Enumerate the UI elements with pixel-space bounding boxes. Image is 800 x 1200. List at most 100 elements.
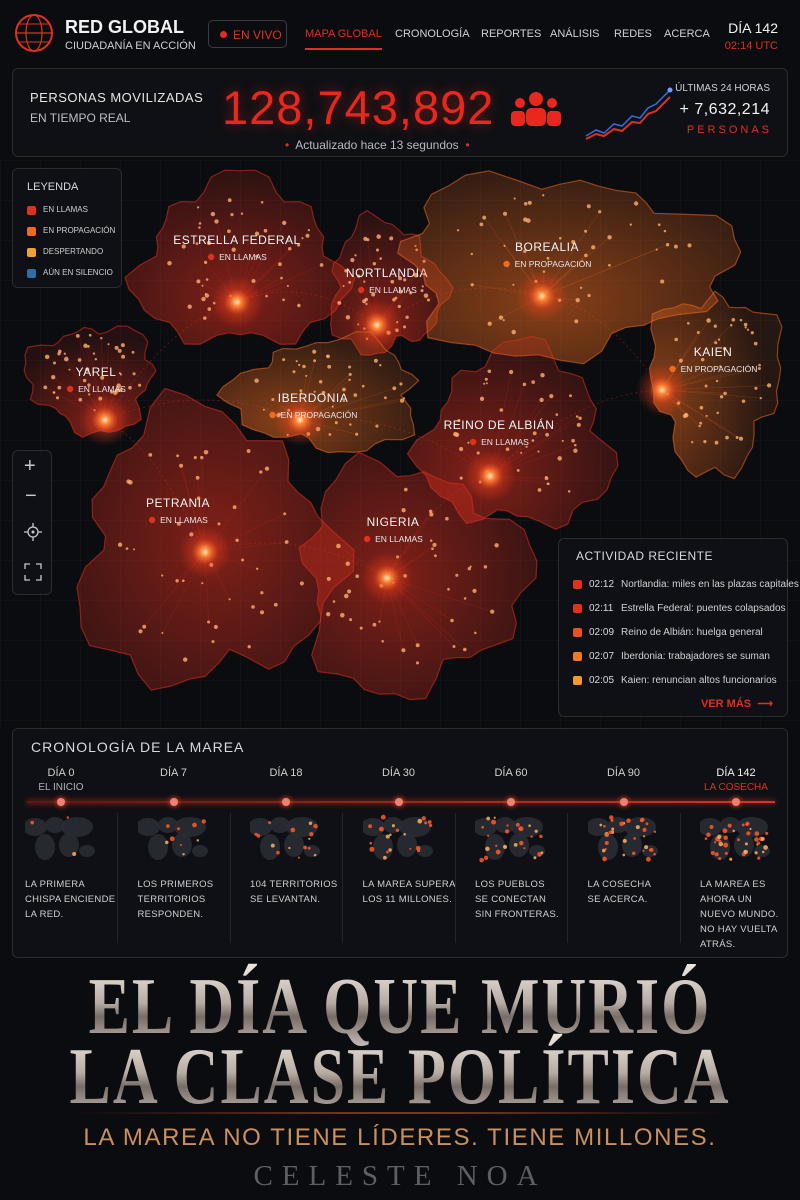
hotspot-glow [636, 364, 688, 416]
network-node [371, 292, 376, 297]
network-node [699, 405, 704, 410]
activity-text: Reino de Albián: huelga general [621, 627, 763, 638]
thumbnail-land [35, 834, 55, 860]
thumbnail-spark [608, 830, 612, 835]
thumbnail-spark [308, 837, 311, 840]
thumbnail-land [284, 833, 304, 857]
network-node [312, 349, 317, 354]
region-name: IBERDONIA [278, 391, 349, 405]
network-node [700, 357, 705, 362]
network-node [355, 432, 359, 436]
thumbnail-spark [729, 857, 733, 861]
network-node [713, 324, 717, 328]
region-status-dot [207, 253, 215, 261]
network-node [459, 476, 463, 480]
network-node [196, 206, 200, 209]
stage-text: SIN FRONTERAS. [475, 909, 559, 920]
network-node [342, 387, 346, 392]
network-node [280, 276, 283, 280]
stage-day: DÍA 30 [381, 767, 416, 779]
network-node [735, 436, 739, 439]
thumbnail-spark [722, 828, 728, 834]
stage-day: DÍA 90 [606, 767, 641, 779]
live-button[interactable]: EN VIVO [208, 20, 287, 48]
network-node [759, 396, 762, 400]
nav-item[interactable]: CRONOLOGÍA [395, 28, 470, 40]
network-node [230, 213, 234, 217]
region-name: ESTRELLA FEDERAL [173, 233, 300, 247]
thumbnail-spark [602, 824, 606, 828]
cover-title-line1: EL DÍA QUE MURIÓ [0, 961, 800, 1053]
network-node [206, 240, 212, 246]
network-node [94, 357, 98, 361]
network-node [88, 333, 92, 337]
network-node [246, 449, 251, 453]
region-status: EN LLAMAS [481, 437, 529, 447]
network-node [540, 372, 545, 378]
stage-label: EL INICIO [38, 782, 84, 793]
network-node [467, 567, 471, 571]
thumbnail-spark [297, 856, 300, 859]
network-node [198, 222, 202, 225]
thumbnail-spark [416, 818, 422, 824]
thumbnail-spark [513, 842, 518, 847]
nav-item[interactable]: REDES [614, 28, 652, 40]
network-node [121, 354, 126, 359]
network-node [525, 445, 528, 448]
thumbnail-spark [502, 844, 508, 849]
network-node [730, 323, 733, 327]
network-node [217, 522, 221, 526]
nav-item[interactable]: REPORTES [481, 28, 542, 40]
network-node [394, 296, 398, 300]
thumbnail-spark [534, 829, 538, 833]
stage-text: SE CONECTAN [475, 894, 547, 905]
region-status-dot [669, 365, 676, 373]
stage-text: SE LEVANTAN. [250, 894, 321, 905]
network-node [526, 218, 531, 223]
thumbnail-spark [598, 823, 602, 827]
network-node [574, 443, 577, 447]
network-node [161, 631, 164, 635]
network-node [432, 542, 437, 547]
thumbnail-spark [165, 824, 170, 828]
network-node [723, 391, 727, 396]
network-node [699, 421, 703, 425]
activity-more[interactable]: VER MÁS ⟶ [700, 698, 773, 710]
stage-text: LOS PRIMEROS [137, 879, 214, 890]
network-node [297, 303, 301, 308]
nav-item[interactable]: ACERCA [664, 28, 710, 40]
network-node [372, 622, 377, 627]
thumbnail-spark [528, 824, 531, 827]
stage-text: AHORA UN [700, 894, 753, 905]
zoom-out[interactable]: − [25, 485, 37, 507]
thumbnail-spark [506, 824, 509, 827]
people-icon [511, 92, 561, 126]
network-node [591, 245, 596, 250]
network-node [359, 626, 363, 630]
thumbnail-spark [276, 850, 280, 855]
network-node [403, 487, 408, 492]
network-node [508, 369, 514, 375]
network-node [128, 385, 132, 390]
nav-item[interactable]: MAPA GLOBAL [305, 28, 382, 50]
network-node [463, 597, 467, 600]
thumbnail-spark [706, 832, 711, 838]
thumbnail-land [621, 833, 642, 857]
network-node [717, 338, 721, 341]
nav-item[interactable]: ANÁLISIS [550, 28, 600, 40]
zoom-in[interactable]: + [24, 455, 36, 477]
fullscreen-button[interactable] [24, 563, 42, 581]
network-node [401, 508, 406, 513]
network-node [348, 280, 352, 284]
thumbnail-spark [718, 839, 722, 843]
thumbnail-spark [191, 822, 197, 828]
thumbnail-spark [754, 851, 758, 855]
region-status-dot [357, 286, 365, 294]
locate-button[interactable] [24, 523, 42, 541]
network-node [575, 298, 580, 303]
stage-thumbnail [23, 813, 99, 865]
network-node [193, 456, 197, 460]
network-node [459, 446, 464, 452]
network-node [254, 231, 260, 236]
stage-day: DÍA 7 [160, 767, 187, 779]
